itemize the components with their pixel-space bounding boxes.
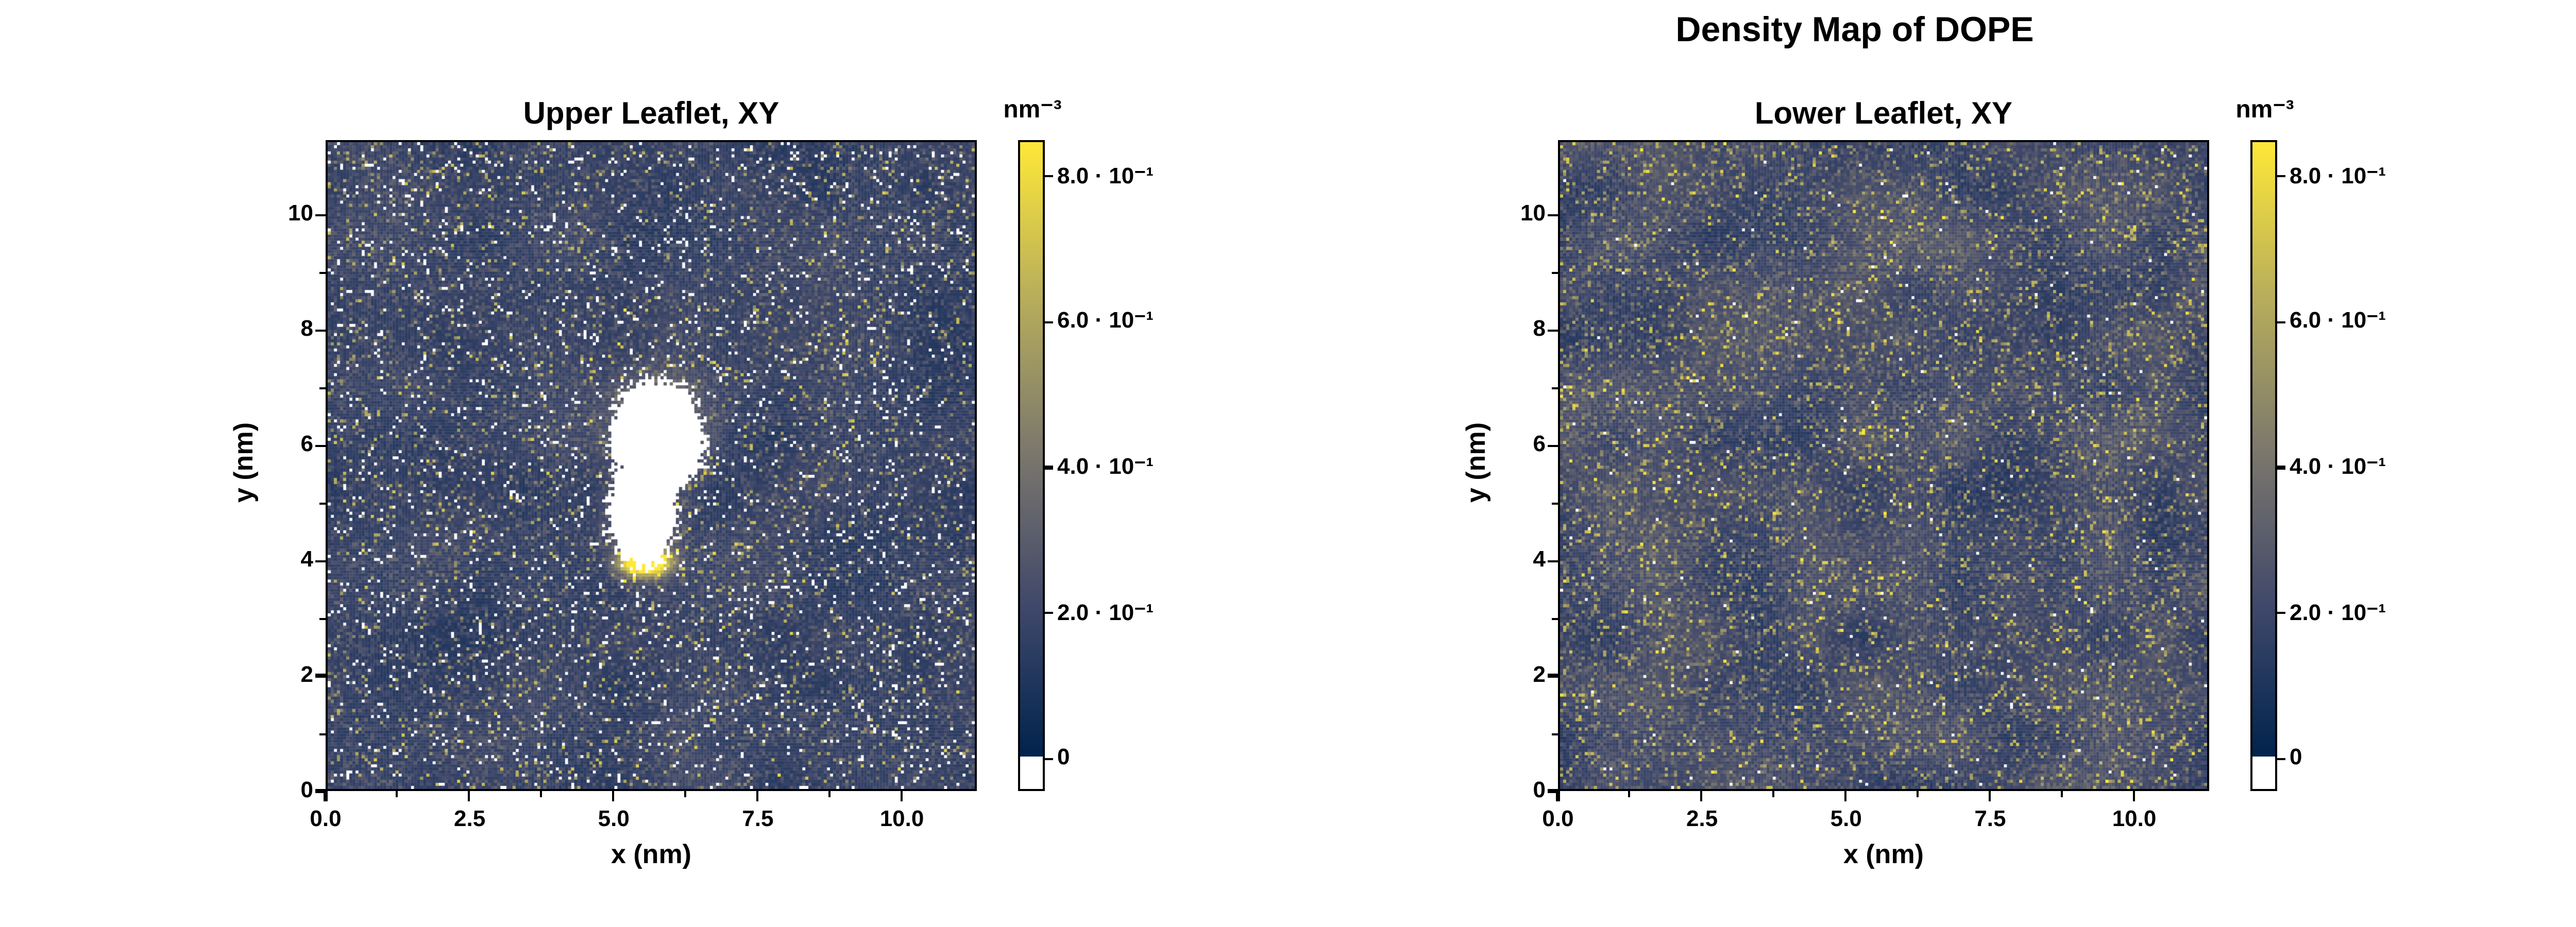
- y-tick-label: 8: [1533, 318, 1546, 343]
- colorbar-tick-mark: [2277, 466, 2285, 469]
- x-tick-mark: [324, 791, 327, 801]
- x-tick-label: 5.0: [1830, 808, 1862, 832]
- x-tick-mark: [612, 791, 615, 801]
- x-minor-tick-mark: [685, 791, 687, 797]
- x-tick-label: 0.0: [1542, 808, 1574, 832]
- colorbar-tick-mark: [2277, 757, 2285, 760]
- y-tick-label: 6: [1533, 433, 1546, 458]
- lower-leaflet-heatmap: [1560, 142, 2207, 789]
- colorbar-tick-mark: [1045, 175, 1053, 178]
- colorbar-tick-label: 6.0 · 10⁻¹: [2290, 310, 2386, 335]
- upper-colorbar: [1018, 140, 1045, 791]
- y-minor-tick-mark: [1552, 271, 1558, 274]
- y-minor-tick-mark: [319, 617, 326, 620]
- upper-leaflet-heatmap: [328, 142, 975, 789]
- y-tick-mark: [1548, 789, 1558, 793]
- x-tick-mark: [468, 791, 471, 801]
- y-minor-tick-mark: [1552, 617, 1558, 620]
- y-tick-label: 2: [300, 663, 314, 689]
- colorbar-tick-mark: [2277, 320, 2285, 323]
- lower-colorbar: [2250, 140, 2277, 791]
- y-tick-label: 4: [300, 548, 314, 573]
- x-tick-label: 7.5: [742, 808, 774, 832]
- x-tick-label: 2.5: [1686, 808, 1718, 832]
- y-minor-tick-mark: [319, 386, 326, 389]
- colorbar-tick-label: 0: [2290, 746, 2302, 771]
- colorbar-tick-label: 6.0 · 10⁻¹: [1057, 310, 1154, 335]
- y-minor-tick-mark: [319, 271, 326, 274]
- colorbar-tick-label: 4.0 · 10⁻¹: [1057, 455, 1154, 480]
- x-tick-mark: [2133, 791, 2136, 801]
- x-tick-mark: [901, 791, 903, 801]
- figure-title: Density Map of DOPE: [1675, 10, 2034, 49]
- colorbar-tick-mark: [1045, 320, 1053, 323]
- lower-leaflet-plot-area: [1558, 140, 2209, 791]
- colorbar-tick-label: 8.0 · 10⁻¹: [2290, 164, 2386, 189]
- colorbar-tick-mark: [1045, 611, 1053, 614]
- x-tick-label: 2.5: [454, 808, 486, 832]
- colorbar-tick-mark: [2277, 611, 2285, 614]
- y-minor-tick-mark: [319, 732, 326, 735]
- y-tick-label: 4: [1533, 548, 1546, 573]
- y-tick-label: 10: [288, 202, 313, 228]
- upper-leaflet-plot-area: [326, 140, 977, 791]
- y-tick-mark: [1548, 674, 1558, 677]
- y-tick-mark: [315, 329, 326, 332]
- x-minor-tick-mark: [2061, 791, 2063, 797]
- y-tick-mark: [1548, 329, 1558, 332]
- y-minor-tick-mark: [1552, 502, 1558, 504]
- x-tick-label: 7.5: [1974, 808, 2006, 832]
- x-tick-label: 10.0: [879, 808, 924, 832]
- lower-colorbar-unit: nm⁻³: [2235, 95, 2294, 124]
- x-minor-tick-mark: [1917, 791, 1920, 797]
- lower-y-axis-label: y (nm): [1460, 422, 1491, 503]
- y-tick-mark: [1548, 559, 1558, 562]
- upper-y-axis-label: y (nm): [228, 422, 259, 503]
- y-tick-mark: [1548, 444, 1558, 447]
- y-tick-mark: [315, 789, 326, 793]
- y-tick-label: 2: [1533, 663, 1546, 689]
- x-tick-mark: [1556, 791, 1560, 801]
- colorbar-tick-label: 8.0 · 10⁻¹: [1057, 164, 1154, 189]
- x-minor-tick-mark: [1629, 791, 1631, 797]
- colorbar-tick-label: 2.0 · 10⁻¹: [2290, 600, 2386, 626]
- y-minor-tick-mark: [319, 502, 326, 504]
- colorbar-tick-mark: [2277, 175, 2285, 178]
- x-tick-mark: [756, 791, 759, 801]
- y-tick-mark: [315, 674, 326, 677]
- y-tick-label: 0: [300, 779, 314, 803]
- x-tick-mark: [1989, 791, 1992, 801]
- x-minor-tick-mark: [828, 791, 831, 797]
- upper-colorbar-unit: nm⁻³: [1003, 95, 1062, 124]
- y-tick-mark: [315, 444, 326, 447]
- y-tick-mark: [315, 214, 326, 216]
- y-tick-label: 10: [1520, 202, 1546, 228]
- x-tick-label: 5.0: [598, 808, 630, 832]
- colorbar-tick-label: 4.0 · 10⁻¹: [2290, 455, 2386, 480]
- x-tick-label: 0.0: [310, 808, 342, 832]
- lower-x-axis-label: x (nm): [1843, 838, 1924, 869]
- lower-leaflet-title: Lower Leaflet, XY: [1754, 97, 2013, 132]
- y-minor-tick-mark: [1552, 732, 1558, 735]
- y-tick-label: 6: [300, 433, 314, 458]
- colorbar-tick-mark: [1045, 466, 1053, 469]
- colorbar-tick-label: 0: [1057, 746, 1070, 771]
- x-minor-tick-mark: [396, 791, 399, 797]
- x-tick-label: 10.0: [2112, 808, 2157, 832]
- x-tick-mark: [1844, 791, 1848, 801]
- upper-leaflet-title: Upper Leaflet, XY: [523, 97, 779, 132]
- colorbar-tick-mark: [1045, 757, 1053, 760]
- y-tick-mark: [1548, 214, 1558, 216]
- colorbar-tick-label: 2.0 · 10⁻¹: [1057, 600, 1154, 626]
- x-minor-tick-mark: [1773, 791, 1775, 797]
- y-tick-label: 0: [1533, 779, 1546, 803]
- y-tick-mark: [315, 559, 326, 562]
- upper-x-axis-label: x (nm): [611, 838, 691, 869]
- y-minor-tick-mark: [1552, 386, 1558, 389]
- y-tick-label: 8: [300, 318, 314, 343]
- x-minor-tick-mark: [540, 791, 543, 797]
- x-tick-mark: [1701, 791, 1703, 801]
